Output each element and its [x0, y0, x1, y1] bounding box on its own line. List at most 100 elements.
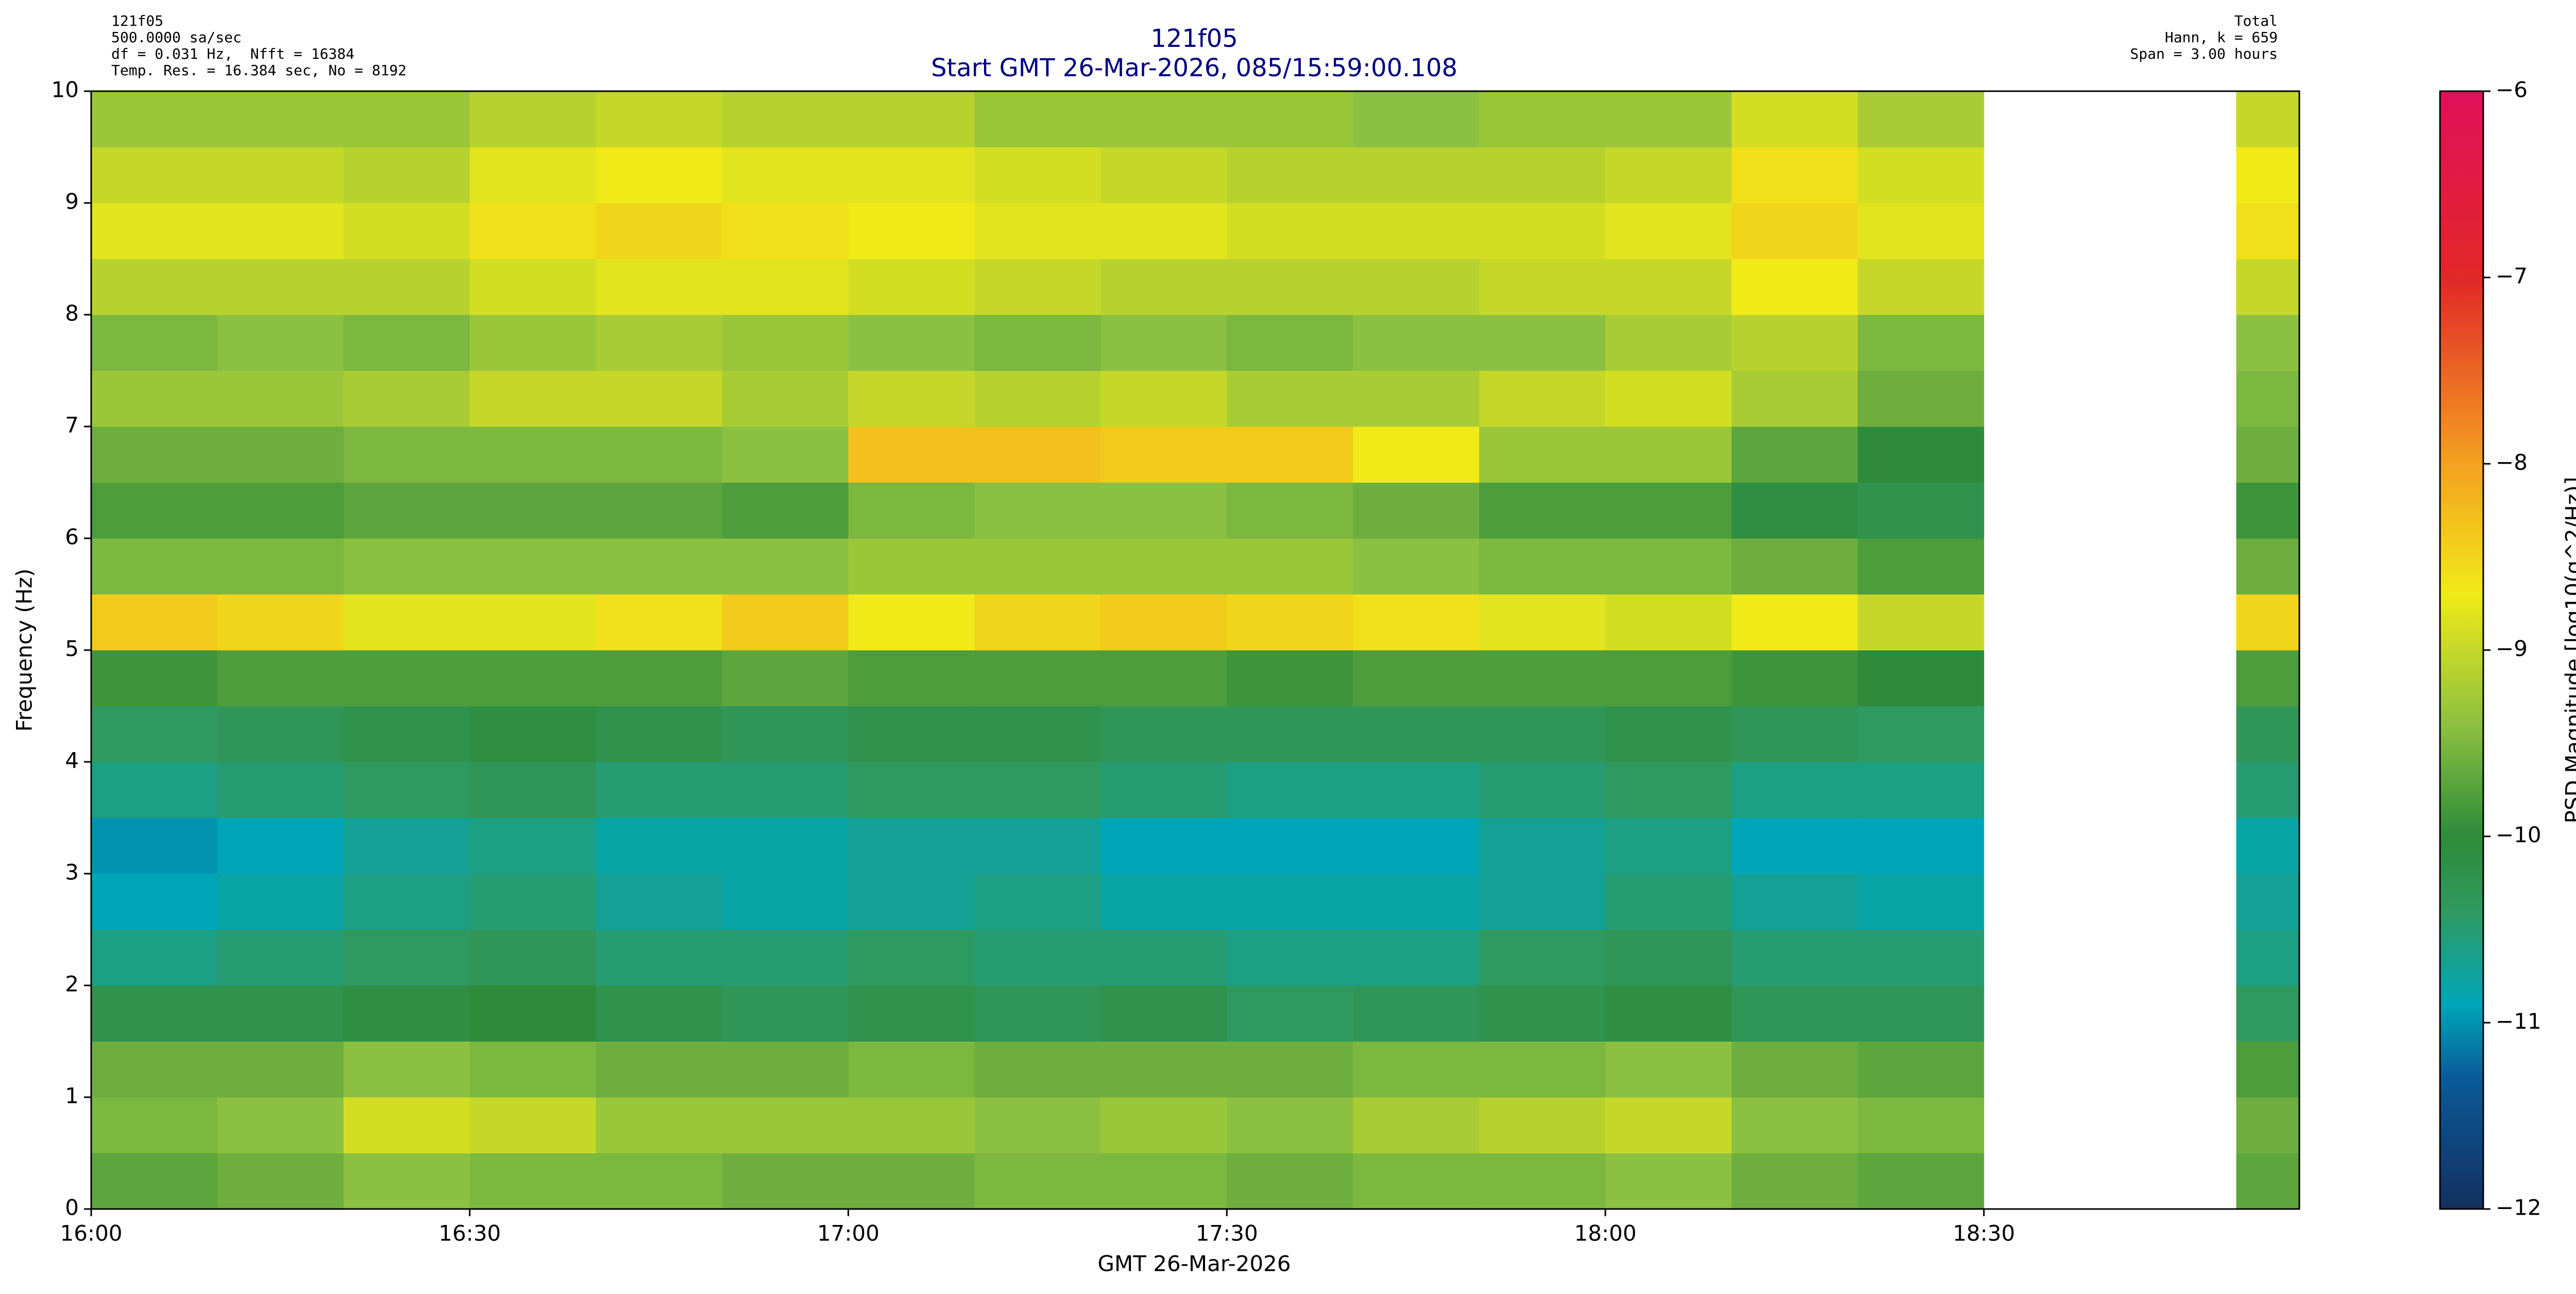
heatmap-cell — [1479, 706, 1606, 762]
heatmap-cell — [2236, 594, 2300, 651]
heatmap-cell — [1605, 594, 1732, 651]
heatmap-cell — [1227, 482, 1353, 539]
heatmap-cell — [1479, 427, 1606, 483]
heatmap-cell — [974, 1153, 1101, 1210]
heatmap-cell — [1100, 370, 1227, 427]
heatmap-cell — [91, 650, 218, 706]
heatmap-cell — [343, 147, 470, 203]
heatmap-cell — [343, 929, 470, 986]
heatmap-cell — [1605, 427, 1732, 483]
heatmap-cell — [91, 91, 218, 147]
heatmap-cell — [596, 874, 723, 930]
heatmap-cell — [343, 1041, 470, 1098]
heatmap-cell — [974, 91, 1101, 147]
heatmap-cell — [2236, 1041, 2300, 1098]
heatmap-cell — [469, 203, 597, 259]
heatmap-cell — [1227, 650, 1353, 706]
heatmap-cell — [974, 762, 1101, 818]
colorbar — [2439, 90, 2484, 1210]
heatmap-cell — [217, 427, 344, 483]
heatmap-cell — [469, 1097, 597, 1153]
heatmap-cell — [848, 650, 975, 706]
heatmap-cell — [1100, 706, 1227, 762]
heatmap-cell — [848, 1153, 975, 1210]
heatmap-cell — [1100, 259, 1227, 315]
heatmap-cell — [2236, 706, 2300, 762]
heatmap-cell — [1731, 650, 1858, 706]
heatmap-cell — [1227, 594, 1353, 651]
heatmap-cell — [1731, 538, 1858, 594]
x-tick-label: 16:30 — [438, 1221, 501, 1246]
heatmap-cell — [91, 1041, 218, 1098]
heatmap-cell — [1857, 1097, 1985, 1153]
heatmap-cell — [469, 985, 597, 1042]
heatmap-cell — [848, 985, 975, 1042]
heatmap-cell — [722, 91, 849, 147]
heatmap-cell — [1731, 762, 1858, 818]
heatmap-cell — [1479, 482, 1606, 539]
heatmap-cell — [343, 427, 470, 483]
heatmap-cell — [974, 650, 1101, 706]
heatmap-cell — [974, 874, 1101, 930]
heatmap-cell — [91, 370, 218, 427]
heatmap-cell — [1100, 818, 1227, 874]
heatmap-cell — [848, 929, 975, 986]
heatmap-cell — [217, 650, 344, 706]
heatmap-cell — [974, 370, 1101, 427]
heatmap-cell — [1857, 482, 1985, 539]
heatmap-cell — [974, 929, 1101, 986]
heatmap-cell — [469, 706, 597, 762]
heatmap-cell — [469, 370, 597, 427]
x-tick-label: 16:00 — [60, 1221, 122, 1246]
heatmap-cell — [722, 315, 849, 371]
heatmap-cell — [1227, 370, 1353, 427]
y-tick-label: 9 — [65, 189, 79, 214]
heatmap-cell — [1479, 1097, 1606, 1153]
heatmap-cell — [2236, 427, 2300, 483]
heatmap-cell — [469, 1041, 597, 1098]
heatmap-cell — [1605, 706, 1732, 762]
heatmap-cell — [1479, 147, 1606, 203]
heatmap-cell — [217, 538, 344, 594]
heatmap-cell — [1857, 259, 1985, 315]
heatmap-cell — [1353, 762, 1480, 818]
info-text: df = 0.031 Hz, Nfft = 16384 — [111, 45, 354, 62]
heatmap-cell — [343, 874, 470, 930]
heatmap-cell — [469, 762, 597, 818]
heatmap-cell — [217, 762, 344, 818]
heatmap-cell — [1227, 762, 1353, 818]
heatmap-cell — [848, 315, 975, 371]
heatmap-cell — [1731, 147, 1858, 203]
heatmap-cell — [91, 706, 218, 762]
heatmap-cell — [722, 594, 849, 651]
heatmap-cell — [1731, 818, 1858, 874]
heatmap-cell — [974, 706, 1101, 762]
heatmap-cell — [1479, 259, 1606, 315]
heatmap-cell — [343, 91, 470, 147]
heatmap-cell — [1731, 874, 1858, 930]
heatmap-cell — [91, 929, 218, 986]
heatmap-cell — [848, 874, 975, 930]
y-tick-label: 5 — [65, 636, 79, 661]
heatmap-cell — [722, 427, 849, 483]
heatmap-cell — [1227, 427, 1353, 483]
heatmap-cell — [596, 370, 723, 427]
heatmap-cell — [217, 259, 344, 315]
heatmap-cell — [1227, 203, 1353, 259]
heatmap-cell — [1353, 929, 1480, 986]
heatmap-cell — [848, 818, 975, 874]
heatmap-cell — [1605, 203, 1732, 259]
heatmap-cell — [1857, 929, 1985, 986]
colorbar-tick-label: −11 — [2496, 1009, 2541, 1034]
heatmap-cell — [2236, 538, 2300, 594]
heatmap-cell — [217, 147, 344, 203]
info-text: Span = 3.00 hours — [2130, 45, 2278, 62]
colorbar-tick-label: −6 — [2496, 77, 2528, 103]
heatmap-cell — [1731, 929, 1858, 986]
heatmap-cell — [91, 538, 218, 594]
heatmap-cell — [2236, 874, 2300, 930]
heatmap-cell — [217, 1097, 344, 1153]
heatmap-cell — [1100, 1041, 1227, 1098]
heatmap-cell — [848, 203, 975, 259]
info-text: 121f05 — [111, 12, 163, 29]
